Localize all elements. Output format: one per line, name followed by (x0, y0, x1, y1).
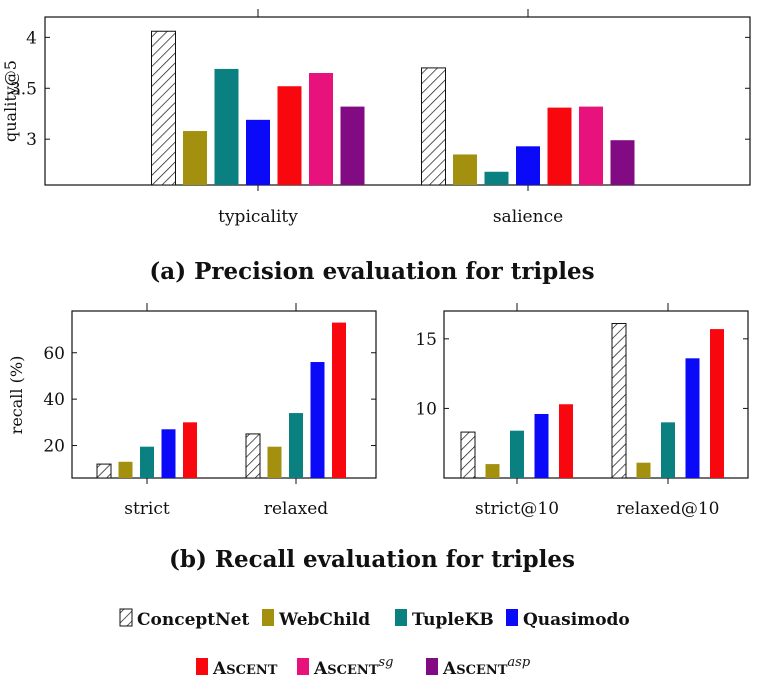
bar-tuplekb-relaxed (289, 413, 303, 478)
y-tick-label: 3 (26, 130, 37, 150)
legend-label-ascent-sg: ASCENTsg (313, 655, 393, 679)
legend-label-initial: A (442, 659, 457, 679)
precision-chart: 3 3.5 4 typicality salience quality@5 (1, 9, 751, 227)
bar-conceptnet-relaxed@10 (611, 323, 627, 479)
bar-ascent-strict (183, 422, 197, 478)
y-tick-label: 3.5 (10, 79, 37, 99)
y-tick-label: 60 (43, 344, 65, 364)
recall-chart: 20 40 60 strict relaxed recall (%) (7, 303, 377, 519)
category-label: relaxed@10 (617, 499, 720, 519)
bar-ascent-sg-typicality (309, 73, 333, 185)
bar-conceptnet-typicality (151, 30, 176, 186)
legend-label-quasimodo: Quasimodo (523, 610, 630, 630)
category-label: strict (124, 499, 170, 519)
bar-ascent-salience (547, 107, 572, 185)
bar-conceptnet-relaxed (245, 433, 261, 479)
legend-label-superscript: sg (378, 655, 393, 670)
bar-ascent-asp-typicality (340, 106, 365, 185)
legend-label-tuplekb: TupleKB (412, 610, 494, 630)
y-axis-label: recall (%) (7, 356, 26, 435)
bar-quasimodo-strict (161, 429, 176, 478)
bar-webchild-relaxed@10 (636, 462, 651, 478)
y-tick-label: 15 (415, 330, 437, 350)
legend-swatch-quasimodo (506, 609, 518, 626)
plot-frame (44, 16, 751, 186)
bar-webchild-strict@10 (485, 464, 500, 478)
y-axis-label: quality@5 (1, 60, 20, 142)
y-tick-label: 4 (26, 28, 37, 48)
legend-swatch-tuplekb (395, 609, 407, 626)
bar-tuplekb-salience (484, 171, 509, 185)
bar-quasimodo-relaxed@10 (685, 358, 700, 478)
bar-conceptnet-strict (96, 463, 112, 479)
plot-frame (71, 310, 377, 479)
legend-swatch-conceptnet (119, 608, 133, 627)
category-label: strict@10 (475, 499, 559, 519)
bar-quasimodo-typicality (246, 119, 270, 185)
caption-a: (a) Precision evaluation for triples (149, 258, 594, 285)
legend-label-webchild: WebChild (278, 610, 370, 630)
legend-label-ascent-asp: ASCENTasp (442, 655, 531, 679)
legend-label-superscript: asp (507, 655, 530, 670)
y-tick-label: 40 (43, 390, 65, 410)
bar-webchild-typicality (183, 131, 207, 185)
y-tick-label: 10 (415, 399, 437, 419)
category-label: salience (493, 207, 563, 227)
legend-label-initial: A (212, 659, 227, 679)
legend: ConceptNet WebChild TupleKB QuasimodoASCENT… (119, 608, 630, 679)
legend-label-conceptnet: ConceptNet (137, 610, 249, 630)
plot-frame (443, 310, 749, 479)
bar-conceptnet-salience (421, 67, 446, 186)
bar-quasimodo-relaxed (310, 362, 325, 478)
bar-ascent-sg-salience (579, 106, 603, 185)
category-label: relaxed (264, 499, 328, 519)
bar-tuplekb-relaxed@10 (661, 422, 675, 478)
legend-swatch-ascent-sg (297, 658, 309, 675)
bar-ascent-relaxed (332, 322, 346, 478)
bar-ascent-strict@10 (559, 404, 573, 478)
bar-quasimodo-salience (516, 146, 540, 185)
bar-ascent-relaxed@10 (710, 329, 724, 478)
legend-label-initial: A (313, 659, 328, 679)
legend-swatch-ascent (196, 658, 208, 675)
legend-swatch-ascent-asp (426, 658, 438, 675)
bar-tuplekb-typicality (214, 68, 239, 185)
bar-webchild-salience (453, 154, 477, 185)
bar-tuplekb-strict (140, 446, 154, 478)
legend-label-smallcaps: SCENT (456, 663, 508, 678)
legend-label-smallcaps: SCENT (327, 663, 379, 678)
recall-at-10-chart: 10 15 strict@10 relaxed@10 (415, 303, 749, 519)
bar-ascent-asp-salience (610, 140, 635, 185)
bar-quasimodo-strict@10 (534, 413, 549, 478)
legend-label-smallcaps: SCENT (226, 663, 278, 678)
category-label: typicality (218, 207, 298, 227)
bar-webchild-relaxed (267, 446, 282, 478)
legend-label-ascent: ASCENT (212, 659, 278, 679)
bar-ascent-typicality (277, 86, 302, 185)
bar-conceptnet-strict@10 (460, 431, 476, 479)
legend-swatch-webchild (262, 609, 274, 626)
caption-b: (b) Recall evaluation for triples (169, 546, 575, 573)
bar-tuplekb-strict@10 (510, 430, 524, 478)
bar-webchild-strict (118, 461, 133, 478)
y-tick-label: 20 (43, 437, 65, 457)
